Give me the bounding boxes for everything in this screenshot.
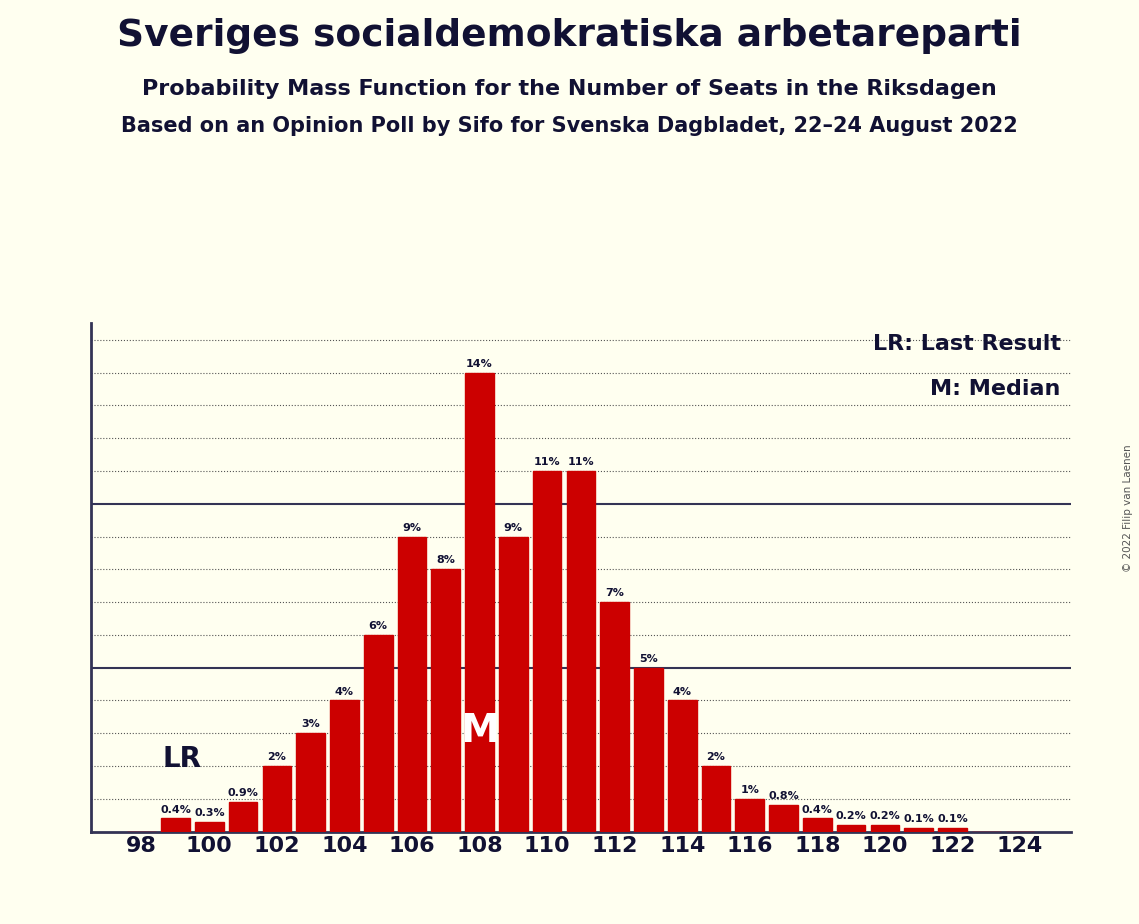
Bar bbox=[195, 821, 223, 832]
Text: 0.8%: 0.8% bbox=[768, 792, 798, 801]
Text: 5%: 5% bbox=[639, 654, 658, 663]
Text: 0.3%: 0.3% bbox=[194, 808, 224, 818]
Text: 11%: 11% bbox=[567, 457, 595, 467]
Text: 9%: 9% bbox=[402, 523, 421, 532]
Bar bbox=[465, 372, 494, 832]
Bar bbox=[566, 471, 596, 832]
Text: LR: LR bbox=[163, 745, 202, 772]
Text: 11%: 11% bbox=[534, 457, 560, 467]
Text: 0.2%: 0.2% bbox=[836, 811, 867, 821]
Bar bbox=[499, 537, 527, 832]
Text: 2%: 2% bbox=[706, 752, 726, 762]
Text: 0.4%: 0.4% bbox=[802, 805, 833, 815]
Text: 0.1%: 0.1% bbox=[903, 814, 934, 824]
Bar bbox=[769, 806, 798, 832]
Text: 3%: 3% bbox=[302, 719, 320, 729]
Bar bbox=[702, 766, 730, 832]
Text: 4%: 4% bbox=[673, 687, 691, 697]
Bar bbox=[939, 828, 967, 832]
Bar bbox=[432, 569, 460, 832]
Bar bbox=[533, 471, 562, 832]
Text: M: Median: M: Median bbox=[931, 379, 1060, 399]
Text: 1%: 1% bbox=[740, 784, 760, 795]
Text: 4%: 4% bbox=[335, 687, 354, 697]
Bar bbox=[667, 700, 697, 832]
Text: 0.9%: 0.9% bbox=[228, 788, 259, 798]
Text: 6%: 6% bbox=[369, 621, 387, 631]
Bar bbox=[363, 635, 393, 832]
Bar bbox=[229, 802, 257, 832]
Bar bbox=[634, 668, 663, 832]
Text: © 2022 Filip van Laenen: © 2022 Filip van Laenen bbox=[1123, 444, 1133, 572]
Bar bbox=[296, 734, 325, 832]
Text: M: M bbox=[460, 711, 499, 749]
Text: LR: Last Result: LR: Last Result bbox=[872, 334, 1060, 354]
Text: Probability Mass Function for the Number of Seats in the Riksdagen: Probability Mass Function for the Number… bbox=[142, 79, 997, 99]
Text: 14%: 14% bbox=[466, 359, 493, 369]
Text: 0.2%: 0.2% bbox=[869, 811, 900, 821]
Bar bbox=[736, 799, 764, 832]
Text: 7%: 7% bbox=[605, 589, 624, 598]
Text: 2%: 2% bbox=[268, 752, 286, 762]
Text: 0.1%: 0.1% bbox=[937, 814, 968, 824]
Bar bbox=[263, 766, 292, 832]
Bar bbox=[904, 828, 933, 832]
Bar bbox=[330, 700, 359, 832]
Bar bbox=[870, 825, 899, 832]
Text: 8%: 8% bbox=[436, 555, 456, 565]
Bar bbox=[600, 602, 629, 832]
Bar bbox=[398, 537, 426, 832]
Bar bbox=[162, 819, 190, 832]
Text: 0.4%: 0.4% bbox=[161, 805, 191, 815]
Bar bbox=[837, 825, 866, 832]
Text: Based on an Opinion Poll by Sifo for Svenska Dagbladet, 22–24 August 2022: Based on an Opinion Poll by Sifo for Sve… bbox=[121, 116, 1018, 136]
Text: 9%: 9% bbox=[503, 523, 523, 532]
Bar bbox=[803, 819, 831, 832]
Text: Sveriges socialdemokratiska arbetareparti: Sveriges socialdemokratiska arbetarepart… bbox=[117, 18, 1022, 55]
